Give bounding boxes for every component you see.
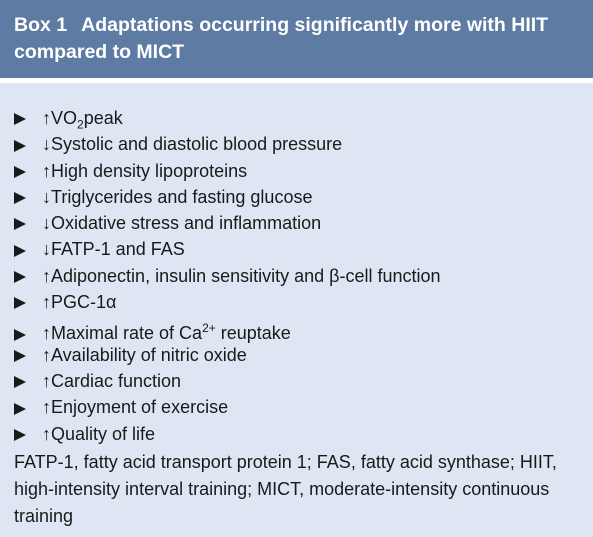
box-label: Box 1 <box>14 14 68 36</box>
bullet <box>14 113 26 126</box>
list-item: ↓Oxidative stress and inflammation <box>14 210 593 236</box>
list-item: ↑PGC-1α <box>14 289 593 315</box>
box-header: Box 1 Adaptations occurring significantly… <box>0 0 593 83</box>
list-item: ↑Maximal rate of Ca2+ reuptake <box>14 315 593 344</box>
item-text: ↑Enjoyment of exercise <box>42 397 229 418</box>
footnote: FATP-1, fatty acid transport protein 1; … <box>14 451 557 526</box>
item-list: ↑VO2peak ↓Systolic and diastolic blood pr… <box>0 83 593 447</box>
bullet <box>14 139 26 152</box>
bullet <box>14 328 26 341</box>
item-text-rest: peak <box>83 108 123 128</box>
list-item: ↓Systolic and diastolic blood pressure <box>14 131 593 157</box>
item-text: ↓Systolic and diastolic blood pressure <box>42 134 343 155</box>
bullet <box>14 402 26 415</box>
item-text: ↑Availability of nitric oxide <box>42 344 247 365</box>
list-item: ↓Triglycerides and fasting glucose <box>14 184 593 210</box>
bullet <box>14 297 26 310</box>
bullet <box>14 218 26 231</box>
item-text: ↓Oxidative stress and inflammation <box>42 213 322 234</box>
list-item: ↑Availability of nitric oxide <box>14 342 593 368</box>
list-item: ↑Quality of life <box>14 421 593 447</box>
item-text: ↑VO <box>42 108 78 128</box>
bullet <box>14 376 26 389</box>
item-subscript: 2 <box>77 117 84 132</box>
bullet <box>14 349 26 362</box>
bullet <box>14 244 26 257</box>
item-text: ↑Maximal rate of Ca <box>42 323 203 344</box>
list-item: ↑Adiponectin, insulin sensitivity and β-… <box>14 263 593 289</box>
item-text-rest: reuptake <box>215 323 291 344</box>
bullet <box>14 165 26 178</box>
list-item: ↑High density lipoproteins <box>14 158 593 184</box>
bullet <box>14 428 26 441</box>
item-superscript: 2+ <box>202 321 216 336</box>
list-item: ↑Cardiac function <box>14 368 593 394</box>
item-text: ↑Quality of life <box>42 423 156 444</box>
item-text: ↑Adiponectin, insulin sensitivity and β-… <box>42 265 441 286</box>
item-text: ↑High density lipoproteins <box>42 160 248 181</box>
bullet <box>14 271 26 284</box>
list-item: ↑Enjoyment of exercise <box>14 394 593 420</box>
item-text: ↓Triglycerides and fasting glucose <box>42 186 313 207</box>
list-item: ↓FATP-1 and FAS <box>14 236 593 262</box>
list-item: ↑VO2peak <box>14 105 593 132</box>
item-text: ↑PGC-1α <box>42 292 117 313</box>
box-title: Adaptations occurring significantly more… <box>14 14 549 63</box>
item-text: ↑Cardiac function <box>42 370 182 391</box>
item-text: ↓FATP-1 and FAS <box>42 239 185 260</box>
bullet <box>14 192 26 205</box>
